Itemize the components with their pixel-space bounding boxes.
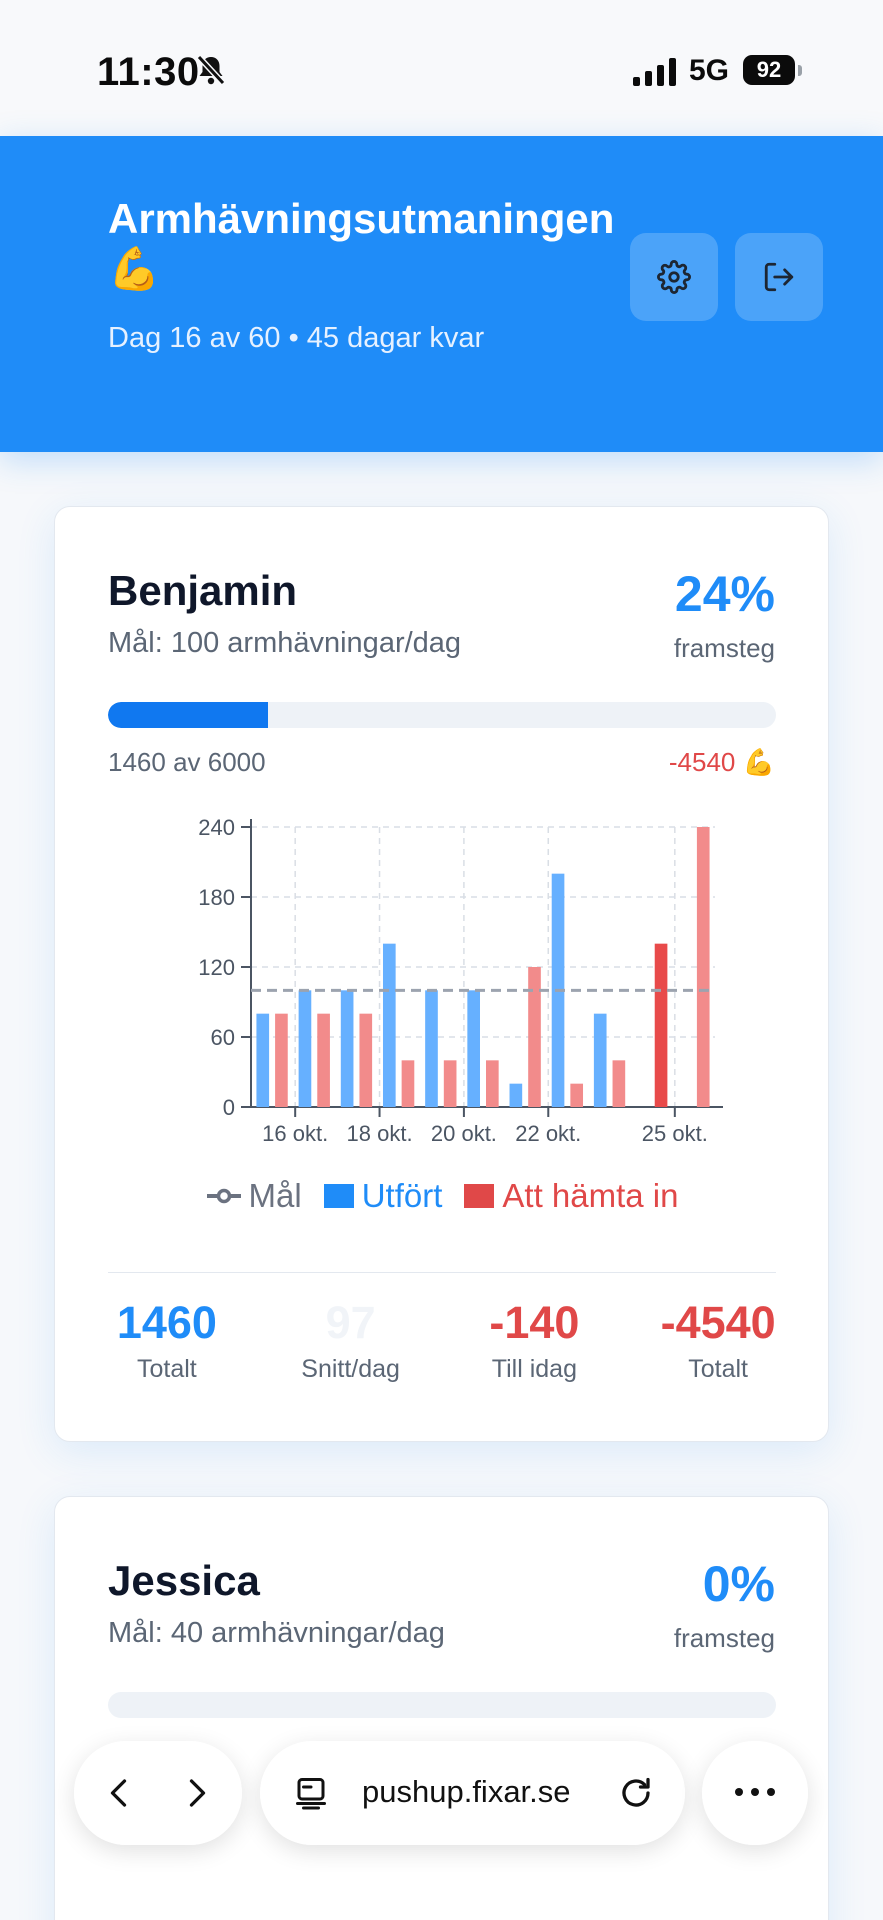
participant-card: Benjamin Mål: 100 armhävningar/dag 24% f… xyxy=(54,506,829,1442)
x-tick-label: 18 okt. xyxy=(347,1121,413,1146)
challenge-progress-text: Dag 16 av 60 • 45 dagar kvar xyxy=(108,322,485,354)
bar-catchup xyxy=(359,1013,373,1107)
logout-icon xyxy=(764,262,794,292)
legend-goal[interactable]: Mål xyxy=(206,1177,302,1215)
bar-done xyxy=(509,1083,523,1107)
bar-done xyxy=(382,943,396,1107)
bar-catchup xyxy=(401,1060,415,1107)
url-text: pushup.fixar.se xyxy=(362,1774,571,1809)
status-time: 11:30 xyxy=(97,50,200,94)
battery-icon: 92 xyxy=(743,55,795,85)
progress-bar xyxy=(108,1692,776,1718)
y-tick-label: 60 xyxy=(211,1025,235,1050)
bar-done xyxy=(593,1013,607,1107)
back-arrow-icon[interactable] xyxy=(102,1775,138,1811)
status-bar: 11:30 5G 92 xyxy=(0,0,883,136)
x-tick-label: 25 okt. xyxy=(642,1121,708,1146)
x-tick-label: 20 okt. xyxy=(431,1121,497,1146)
stat-label: Totalt xyxy=(136,1355,197,1383)
settings-button[interactable] xyxy=(630,233,718,321)
stat-value: 1460 xyxy=(116,1297,217,1348)
logout-button[interactable] xyxy=(735,233,823,321)
legend-done[interactable]: Utfört xyxy=(323,1177,443,1215)
daily-pushups-chart: 0 60 120 180 240 16 okt. 18 okt. 20 okt. 22 okt.… xyxy=(198,815,723,1146)
more-options-button[interactable] xyxy=(702,1741,808,1845)
browser-nav-group xyxy=(74,1741,242,1845)
goal-line-icon xyxy=(206,1188,241,1204)
signal-icon xyxy=(633,58,676,86)
x-tick-label: 22 okt. xyxy=(515,1121,581,1146)
stat-avg-per-day: 97 Snitt/dag xyxy=(259,1297,443,1384)
participant-goal: Mål: 100 armhävningar/dag xyxy=(108,627,462,659)
progress-bar xyxy=(108,702,776,728)
legend-catchup-swatch xyxy=(464,1184,495,1208)
bar-catchup xyxy=(443,1060,457,1107)
bar-done xyxy=(425,990,438,1107)
stat-total: 1460 Totalt xyxy=(75,1297,259,1384)
participant-name: Jessica xyxy=(108,1557,260,1604)
gear-icon xyxy=(657,260,691,294)
bar-catchup xyxy=(570,1083,584,1107)
stat-label: Till idag xyxy=(491,1355,577,1383)
bar-catchup xyxy=(654,943,668,1107)
legend-done-label: Utfört xyxy=(361,1177,443,1214)
y-tick-label: 120 xyxy=(198,955,235,980)
progress-bar-fill xyxy=(108,702,269,728)
progress-percent: 0% xyxy=(702,1556,775,1612)
progress-count: 1460 av 6000 xyxy=(108,747,266,777)
forward-arrow-icon[interactable] xyxy=(178,1775,214,1811)
participant-name: Benjamin xyxy=(108,567,298,614)
stat-value: 97 xyxy=(325,1297,376,1348)
participant-card: Jessica Mål: 40 armhävningar/dag 0% fram… xyxy=(54,1496,829,1920)
page-title: Armhävningsutmaningen 💪 xyxy=(108,195,615,293)
progress-percent-label: framsteg xyxy=(673,633,775,663)
bell-muted-icon xyxy=(196,54,226,86)
stats-row: 1460 Totalt 97 Snitt/dag -140 Till idag … xyxy=(75,1297,810,1384)
progress-percent: 24% xyxy=(674,566,775,622)
progress-percent-label: framsteg xyxy=(673,1623,775,1653)
stat-label: Totalt xyxy=(688,1355,748,1383)
remaining-count: -4540 💪 xyxy=(668,747,775,777)
network-type: 5G xyxy=(689,54,730,87)
y-tick-label: 240 xyxy=(198,815,235,840)
legend-catchup-label: Att hämta in xyxy=(502,1177,679,1214)
bar-done xyxy=(256,1013,270,1107)
stat-value: -4540 xyxy=(660,1297,776,1348)
battery-tip xyxy=(798,65,802,76)
legend-goal-label: Mål xyxy=(248,1177,302,1214)
reader-mode-icon[interactable] xyxy=(292,1775,330,1811)
y-tick-label: 180 xyxy=(198,885,235,910)
bar-catchup xyxy=(486,1060,499,1107)
reload-icon[interactable] xyxy=(618,1775,654,1811)
legend-done-swatch xyxy=(323,1184,354,1208)
bar-done xyxy=(340,990,354,1107)
bar-done xyxy=(298,990,312,1107)
stat-total-remaining: -4540 Totalt xyxy=(626,1297,810,1384)
y-tick-label: 0 xyxy=(223,1095,235,1120)
divider xyxy=(108,1272,776,1273)
bar-catchup xyxy=(317,1013,330,1107)
bar-done xyxy=(467,990,480,1107)
x-tick-label: 16 okt. xyxy=(262,1121,328,1146)
chart-legend: Mål Utfört Att hämta in xyxy=(55,1177,830,1215)
more-dots-icon xyxy=(735,1788,775,1796)
stat-value: -140 xyxy=(489,1297,580,1348)
legend-catchup[interactable]: Att hämta in xyxy=(464,1177,678,1215)
address-bar[interactable]: pushup.fixar.se xyxy=(260,1741,685,1845)
stat-label: Snitt/dag xyxy=(301,1355,400,1383)
participant-goal: Mål: 40 armhävningar/dag xyxy=(108,1617,445,1649)
app-header: Armhävningsutmaningen 💪 Dag 16 av 60 • 4… xyxy=(0,136,883,452)
stat-to-date: -140 Till idag xyxy=(443,1297,627,1384)
bar-catchup xyxy=(612,1060,626,1107)
bar-catchup xyxy=(528,967,541,1107)
bar-catchup xyxy=(696,827,710,1107)
bar-catchup xyxy=(275,1013,288,1107)
